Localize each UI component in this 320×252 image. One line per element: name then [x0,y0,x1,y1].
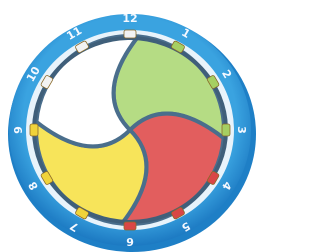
hour-number: 3 [235,126,248,134]
peg [222,124,230,136]
hour-number: 6 [126,235,134,248]
hour-number: 9 [12,126,25,134]
peg [124,222,136,230]
page: 121234567891011 (() => { const data = JS… [0,0,320,252]
peg [30,124,38,136]
hour-number: 12 [122,12,137,25]
peg [124,30,136,38]
